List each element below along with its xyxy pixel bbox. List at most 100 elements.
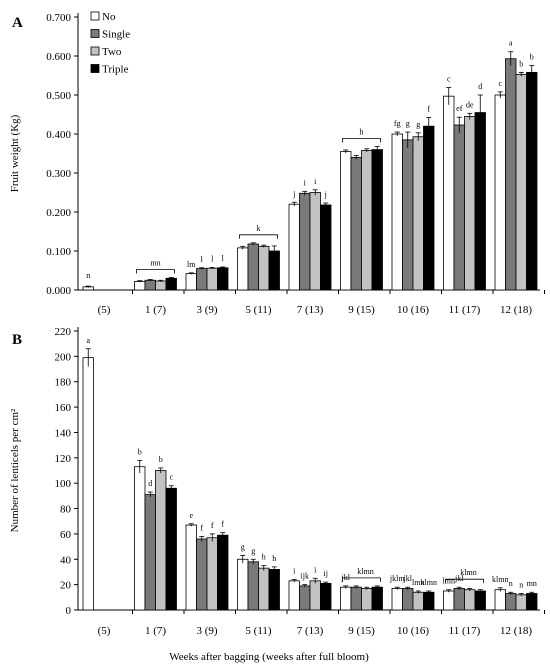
x-tick-label: 12 (18): [500, 625, 532, 637]
x-tick-label: 5 (11): [245, 304, 272, 316]
significance-label: jkl: [341, 573, 351, 582]
significance-label: klmn: [492, 575, 508, 584]
x-tick-label: 11 (17): [449, 625, 481, 637]
bar-single: [402, 588, 414, 611]
y-axis-label: Number of lenticels per cm²: [9, 408, 21, 532]
significance-label: k: [257, 224, 261, 233]
x-tick-label: 1 (7): [145, 304, 166, 316]
significance-label: klmn: [460, 568, 476, 577]
bar-no: [82, 357, 94, 611]
bar-two: [309, 192, 321, 291]
bar-single: [402, 139, 414, 291]
bar-two: [206, 537, 218, 611]
x-tick-label: 10 (16): [397, 625, 429, 637]
y-tick-label: 0.600: [46, 51, 71, 63]
bar-single: [299, 192, 311, 291]
bar-triple: [423, 125, 435, 291]
bar-no: [494, 94, 506, 291]
bar-single: [350, 156, 362, 291]
bar-no: [134, 466, 146, 611]
x-tick-label: 1 (7): [145, 625, 166, 637]
bar-triple: [268, 250, 280, 291]
y-tick-label: 20: [60, 580, 72, 592]
bar-two: [258, 245, 270, 291]
significance-label: d: [478, 82, 482, 91]
x-tick-label: (5): [98, 304, 111, 316]
legend-swatch: [90, 11, 100, 21]
bar-two: [361, 149, 373, 291]
significance-label: f: [427, 105, 430, 114]
bar-no: [134, 281, 146, 291]
bar-triple: [474, 590, 486, 611]
significance-label: klmn: [421, 578, 437, 587]
bar-triple: [474, 112, 486, 291]
significance-label: f: [200, 523, 203, 532]
significance-label: j: [324, 190, 327, 199]
panel-label: A: [12, 15, 23, 31]
significance-label: c: [447, 75, 451, 84]
bar-two: [155, 280, 167, 291]
bar-no: [340, 151, 352, 291]
bar-triple: [165, 487, 177, 611]
y-tick-label: 0.400: [46, 129, 71, 141]
y-tick-label: 100: [55, 478, 72, 490]
bar-triple: [526, 71, 538, 291]
significance-label: l: [201, 255, 204, 264]
bar-no: [288, 203, 300, 291]
significance-label: ijk: [301, 572, 309, 581]
significance-label: klmn: [357, 567, 373, 576]
x-tick-label: 12 (18): [500, 304, 532, 316]
bar-no: [185, 524, 197, 611]
significance-label: g: [241, 542, 245, 551]
y-tick-label: 120: [55, 453, 72, 465]
x-tick-label: 3 (9): [196, 625, 217, 637]
significance-label: i: [293, 567, 296, 576]
y-axis-label: Fruit weight (Kg): [9, 114, 21, 192]
bar-no: [237, 558, 249, 611]
significance-label: b: [159, 455, 163, 464]
significance-label: i: [314, 177, 317, 186]
significance-label: a: [509, 39, 513, 48]
chart-panel-B: B 0 20 40 60 80 100 120 140 160 180 200 220 Number of…: [9, 326, 545, 663]
bar-triple: [423, 591, 435, 611]
significance-label: e: [189, 511, 193, 520]
significance-label: d: [148, 479, 152, 488]
bar-single: [453, 588, 465, 611]
legend-swatch: [90, 29, 100, 38]
bar-triple: [526, 593, 538, 611]
chart-panel-A: A 0.000 0.100 0.200 0.300 0.400 0.500 0.600 0.70…: [9, 11, 545, 316]
bar-single: [350, 586, 362, 611]
bar-triple: [217, 534, 229, 611]
y-tick-label: 180: [55, 377, 72, 389]
y-tick-label: 0.000: [46, 285, 71, 297]
bar-two: [258, 567, 270, 611]
bar-triple: [217, 267, 229, 291]
significance-label: n: [86, 271, 90, 280]
x-tick-label: 11 (17): [449, 304, 481, 316]
bar-no: [185, 273, 197, 291]
bar-single: [144, 494, 156, 611]
y-tick-label: 0.300: [46, 168, 71, 180]
x-tick-label: 9 (15): [348, 625, 375, 637]
significance-bracket: [342, 138, 381, 143]
significance-label: h: [262, 553, 266, 562]
significance-label: jkl: [454, 574, 464, 583]
significance-label: c: [498, 79, 502, 88]
significance-label: mn: [527, 579, 537, 588]
y-tick-label: 0.100: [46, 246, 71, 258]
y-tick-label: 220: [55, 326, 72, 338]
y-tick-label: 160: [55, 402, 72, 414]
significance-label: a: [86, 336, 90, 345]
significance-label: h: [272, 554, 276, 563]
bar-single: [453, 124, 465, 291]
significance-label: g: [406, 119, 410, 128]
y-tick-label: 0: [66, 605, 72, 617]
bar-no: [494, 589, 506, 611]
x-tick-label: 5 (11): [245, 625, 272, 637]
legend-label: No: [102, 11, 116, 23]
legend-label: Single: [102, 29, 130, 41]
significance-label: n: [519, 581, 523, 590]
bar-two: [206, 267, 218, 291]
significance-label: jkl: [403, 574, 413, 583]
